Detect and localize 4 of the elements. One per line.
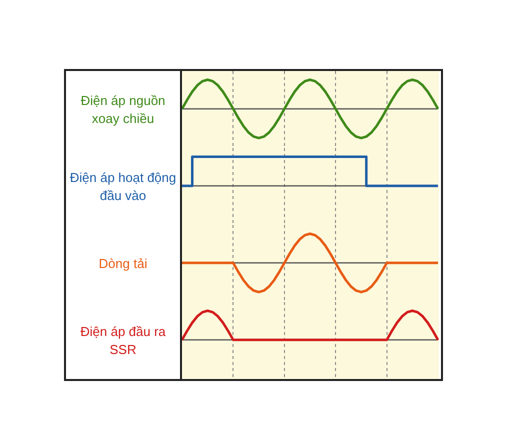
series-label: Điện áp đầu ra SSR	[79, 322, 167, 358]
series-label: Điện áp hoạt động đầu vào	[68, 168, 178, 204]
text: Dòng tải	[98, 254, 148, 272]
series-label: Điện áp nguồn xoay chiều	[80, 92, 166, 128]
